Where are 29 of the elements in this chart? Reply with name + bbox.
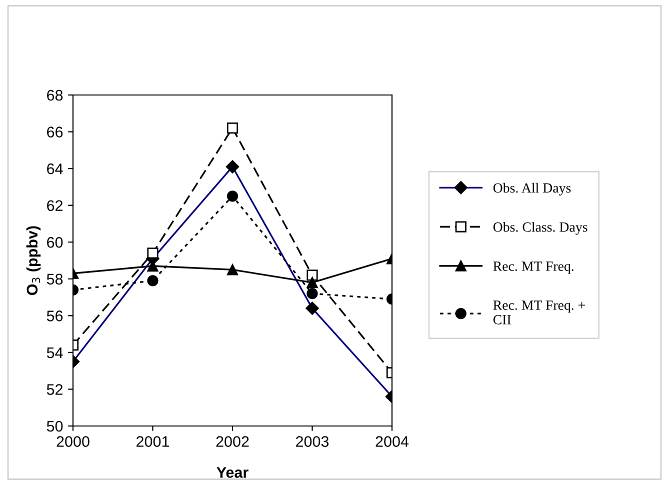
legend-label: Obs. All Days — [493, 182, 571, 196]
point — [306, 270, 318, 281]
point — [226, 190, 238, 202]
x-axis-title: Year — [216, 467, 248, 478]
y-tick-label: 52 — [46, 384, 63, 395]
y-tick-label: 64 — [47, 163, 63, 174]
point — [226, 122, 238, 134]
legend-label: Rec. MT Freq. + CII — [493, 300, 585, 324]
x-tick-label: 2000 — [56, 436, 90, 447]
legend-label: Rec. MT Freq. — [493, 262, 574, 274]
y-tick-label: 66 — [47, 126, 63, 138]
point — [147, 275, 158, 286]
x-tick-label: 2004 — [376, 436, 409, 447]
point — [226, 264, 238, 276]
x-tick-label: 2001 — [136, 436, 169, 447]
point — [306, 288, 318, 300]
x-tick-label: 2002 — [216, 436, 249, 447]
y-tick-label: 60 — [47, 236, 63, 248]
y-tick-label: 56 — [46, 310, 63, 322]
y-tick-label: 50 — [46, 420, 63, 432]
y-tick-label: 58 — [46, 274, 63, 285]
legend-label: Obs. Class. Days — [493, 222, 588, 235]
point — [306, 277, 318, 288]
x-tick-label: 2003 — [296, 436, 329, 447]
y-tick-label: 62 — [47, 200, 63, 212]
y-tick-label: 68 — [47, 90, 63, 101]
y-axis-title: O$_{3}$ (ppbv) — [26, 226, 41, 296]
y-tick-label: 54 — [46, 347, 63, 358]
point — [147, 248, 158, 259]
